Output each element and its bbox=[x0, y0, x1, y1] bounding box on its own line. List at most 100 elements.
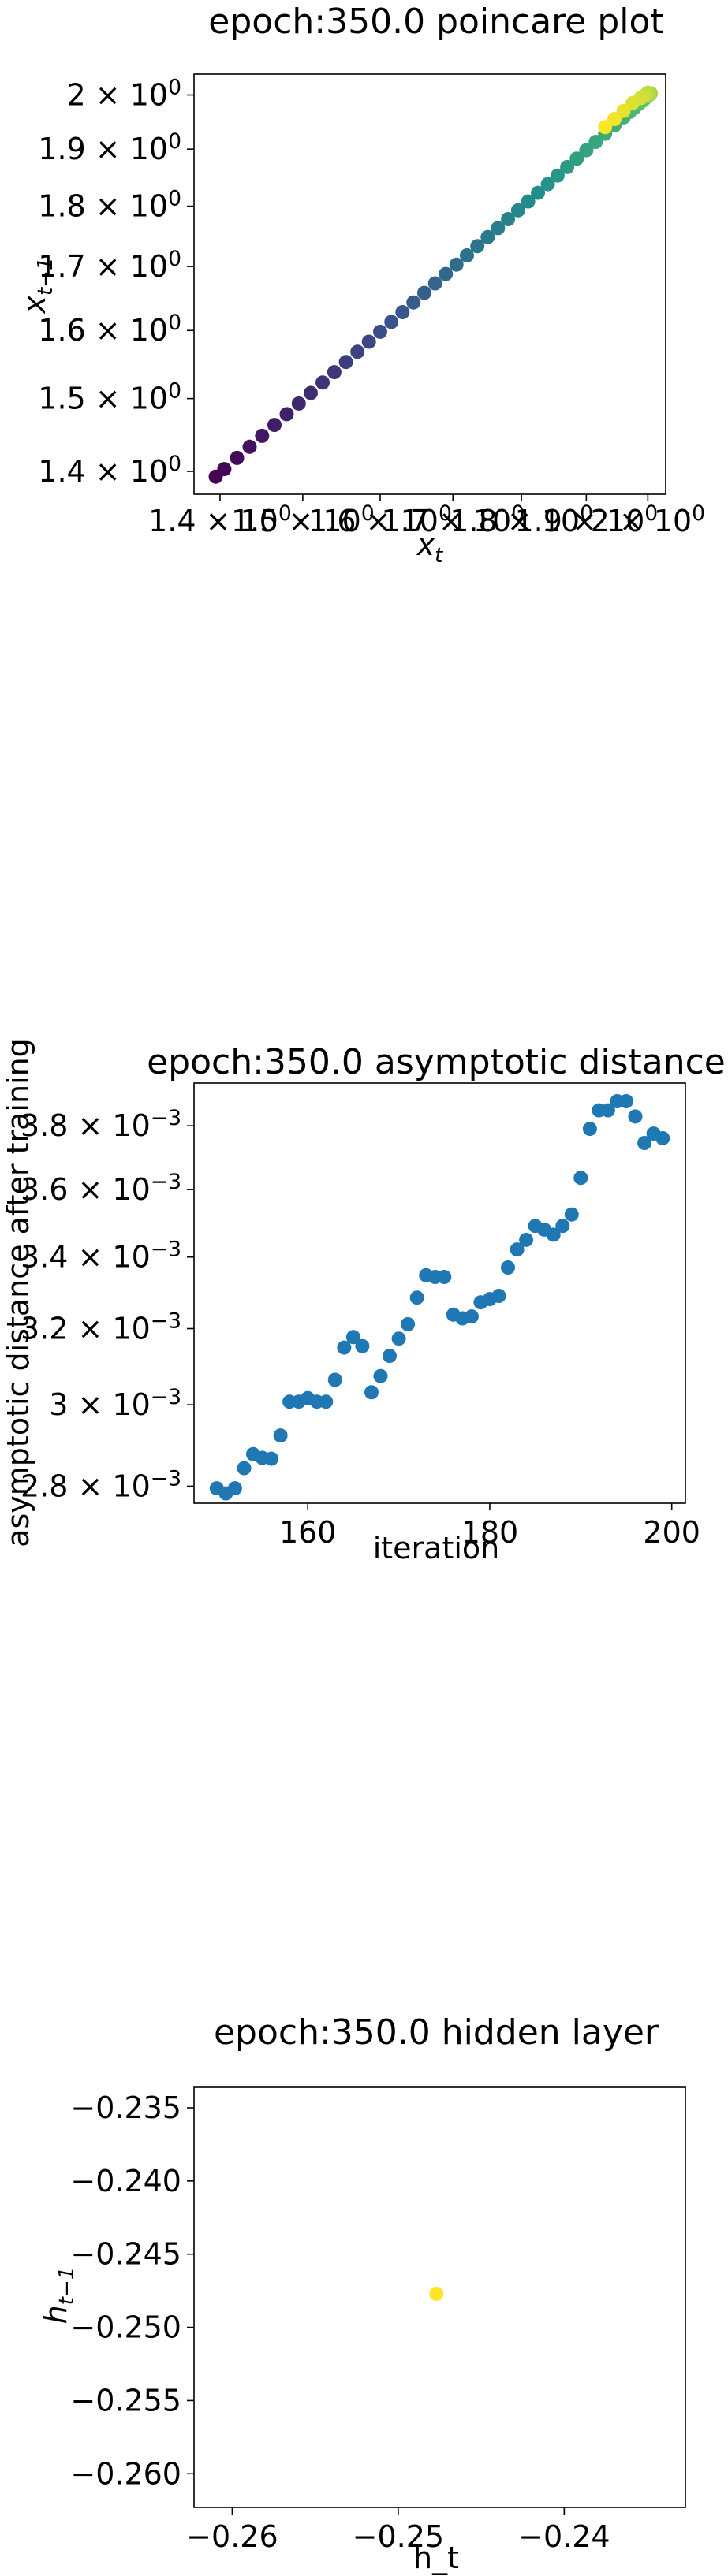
data-point bbox=[588, 135, 603, 149]
data-point bbox=[569, 151, 584, 166]
points-group bbox=[209, 1094, 670, 1501]
data-point bbox=[395, 305, 410, 319]
plot-frame bbox=[193, 2086, 686, 2508]
data-point bbox=[273, 1428, 288, 1443]
tick-label: 1.6 × 100 bbox=[38, 311, 181, 348]
data-point bbox=[464, 1309, 479, 1324]
data-point bbox=[510, 203, 525, 218]
data-point bbox=[409, 1290, 424, 1305]
data-point bbox=[555, 1219, 570, 1234]
data-point bbox=[637, 1136, 652, 1150]
data-point bbox=[267, 418, 282, 433]
data-point bbox=[540, 177, 555, 192]
tick-label: 1.7 × 100 bbox=[381, 501, 525, 538]
tick-label: 3.6 × 10−3 bbox=[21, 1170, 181, 1207]
data-point bbox=[217, 462, 232, 477]
data-point bbox=[417, 285, 431, 300]
data-point bbox=[655, 1131, 670, 1145]
data-point bbox=[350, 344, 365, 359]
data-point bbox=[279, 407, 294, 422]
data-point bbox=[391, 1331, 406, 1346]
data-point bbox=[427, 276, 442, 291]
data-point bbox=[242, 439, 257, 454]
data-point bbox=[573, 1171, 588, 1186]
x-axis-label: h_t bbox=[413, 2541, 459, 2575]
tick-label: 200 bbox=[643, 1515, 700, 1550]
data-point bbox=[327, 365, 342, 380]
tick-label: 2 × 100 bbox=[67, 76, 181, 113]
data-point bbox=[521, 194, 536, 209]
points-group bbox=[429, 2286, 444, 2301]
data-point bbox=[564, 1207, 579, 1222]
chart-title: epoch:350.0 hidden layer bbox=[214, 2012, 659, 2053]
tick-label: −0.255 bbox=[70, 2383, 181, 2418]
data-point bbox=[449, 257, 464, 272]
tick-label: 1.8 × 100 bbox=[450, 501, 593, 538]
asymptotic-distance-chart: epoch:350.0 asymptotic distance 160 180 20… bbox=[1, 1038, 726, 1565]
data-point bbox=[401, 1316, 416, 1331]
tick-label: −0.250 bbox=[70, 2310, 181, 2345]
data-point bbox=[519, 1232, 534, 1247]
data-point bbox=[460, 248, 474, 262]
tick-label: 1.5 × 100 bbox=[231, 501, 375, 538]
data-point bbox=[531, 185, 546, 200]
tick-label: 1.6 × 100 bbox=[308, 501, 452, 538]
tick-label: −0.235 bbox=[70, 2090, 181, 2125]
x-ticks: −0.26 −0.25 −0.24 bbox=[186, 2507, 610, 2554]
data-point bbox=[291, 396, 306, 411]
chart-title: epoch:350.0 poincare plot bbox=[208, 2, 663, 42]
data-point bbox=[439, 266, 454, 281]
data-point bbox=[327, 1372, 342, 1387]
chart-title: epoch:350.0 asymptotic distance bbox=[147, 1042, 726, 1082]
data-point bbox=[337, 1340, 352, 1355]
tick-label: 1.9 × 100 bbox=[514, 501, 658, 538]
data-point bbox=[264, 1451, 279, 1466]
data-point bbox=[383, 1349, 397, 1364]
data-point bbox=[470, 239, 485, 254]
data-point bbox=[255, 428, 270, 443]
tick-label: 1.8 × 100 bbox=[38, 187, 181, 224]
data-point bbox=[338, 355, 353, 370]
tick-label: 3.8 × 10−3 bbox=[21, 1106, 181, 1143]
tick-label: 160 bbox=[279, 1515, 337, 1550]
data-point bbox=[491, 221, 506, 236]
data-point bbox=[373, 324, 387, 339]
data-point bbox=[607, 112, 622, 126]
tick-label: −0.260 bbox=[70, 2456, 181, 2491]
data-point bbox=[364, 1385, 379, 1400]
y-axis-label: ht−1 bbox=[39, 2267, 79, 2325]
y-ticks: −0.260 −0.255 −0.250 −0.245 −0.240 −0.235 bbox=[70, 2090, 194, 2491]
data-point bbox=[227, 1481, 242, 1496]
data-point bbox=[598, 120, 613, 135]
y-axis-label: asymptotic distance after training bbox=[1, 1038, 35, 1547]
tick-label: 2 × 100 bbox=[591, 501, 705, 538]
tick-label: 1.7 × 100 bbox=[38, 247, 181, 284]
data-point bbox=[406, 295, 421, 310]
tick-label: −0.24 bbox=[518, 2519, 610, 2554]
tick-label: −0.245 bbox=[70, 2237, 181, 2272]
tick-label: 1.4 × 100 bbox=[38, 452, 181, 489]
tick-label: −0.25 bbox=[353, 2519, 444, 2554]
data-point bbox=[619, 1094, 633, 1108]
data-point bbox=[582, 1122, 597, 1137]
data-point bbox=[384, 315, 399, 329]
y-axis-label: xt−1 bbox=[17, 257, 58, 314]
data-point bbox=[480, 229, 495, 244]
data-point bbox=[355, 1338, 370, 1353]
x-axis-label: iteration bbox=[373, 1531, 500, 1565]
plot-frame bbox=[193, 73, 666, 495]
data-point bbox=[628, 1109, 643, 1124]
data-point bbox=[304, 385, 318, 400]
data-point bbox=[345, 1330, 360, 1345]
tick-label: −0.26 bbox=[186, 2519, 278, 2554]
data-point bbox=[361, 334, 376, 349]
data-point bbox=[560, 159, 575, 174]
data-point bbox=[491, 1289, 506, 1303]
data-point bbox=[429, 2286, 444, 2301]
data-point bbox=[373, 1368, 388, 1383]
tick-label: −0.240 bbox=[70, 2164, 181, 2198]
data-point bbox=[237, 1461, 252, 1476]
tick-label: 3.2 × 10−3 bbox=[21, 1309, 181, 1346]
y-ticks: 2.8 × 10−3 3 × 10−3 3.2 × 10−3 3.4 × 10−3 3.… bbox=[21, 1106, 194, 1503]
